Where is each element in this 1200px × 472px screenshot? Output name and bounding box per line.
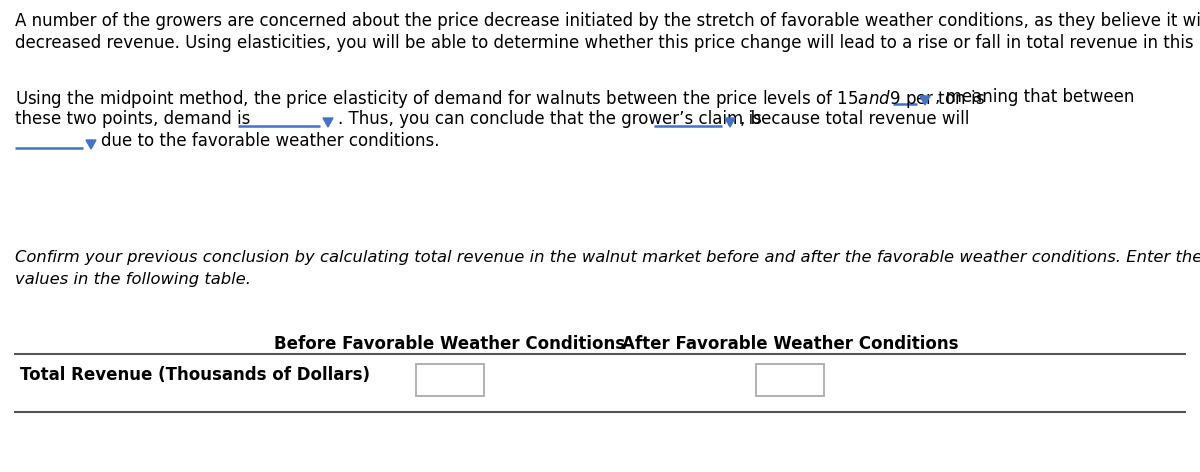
Polygon shape: [725, 118, 734, 127]
Text: these two points, demand is: these two points, demand is: [14, 110, 251, 128]
Text: Before Favorable Weather Conditions: Before Favorable Weather Conditions: [275, 335, 625, 353]
Polygon shape: [920, 96, 930, 105]
Text: After Favorable Weather Conditions: After Favorable Weather Conditions: [622, 335, 959, 353]
Text: , because total revenue will: , because total revenue will: [740, 110, 970, 128]
Polygon shape: [323, 118, 334, 127]
Text: Confirm your previous conclusion by calculating total revenue in the walnut mark: Confirm your previous conclusion by calc…: [14, 250, 1200, 265]
Polygon shape: [86, 140, 96, 149]
Text: values in the following table.: values in the following table.: [14, 272, 251, 287]
Text: . Thus, you can conclude that the grower’s claim is: . Thus, you can conclude that the grower…: [338, 110, 762, 128]
Text: A number of the growers are concerned about the price decrease initiated by the : A number of the growers are concerned ab…: [14, 12, 1200, 30]
Text: Using the midpoint method, the price elasticity of demand for walnuts between th: Using the midpoint method, the price ela…: [14, 88, 985, 110]
FancyBboxPatch shape: [756, 364, 824, 396]
Text: , meaning that between: , meaning that between: [935, 88, 1134, 106]
FancyBboxPatch shape: [416, 364, 484, 396]
Text: decreased revenue. Using elasticities, you will be able to determine whether thi: decreased revenue. Using elasticities, y…: [14, 34, 1200, 52]
Text: Total Revenue (Thousands of Dollars): Total Revenue (Thousands of Dollars): [20, 366, 370, 384]
Text: due to the favorable weather conditions.: due to the favorable weather conditions.: [101, 132, 439, 150]
